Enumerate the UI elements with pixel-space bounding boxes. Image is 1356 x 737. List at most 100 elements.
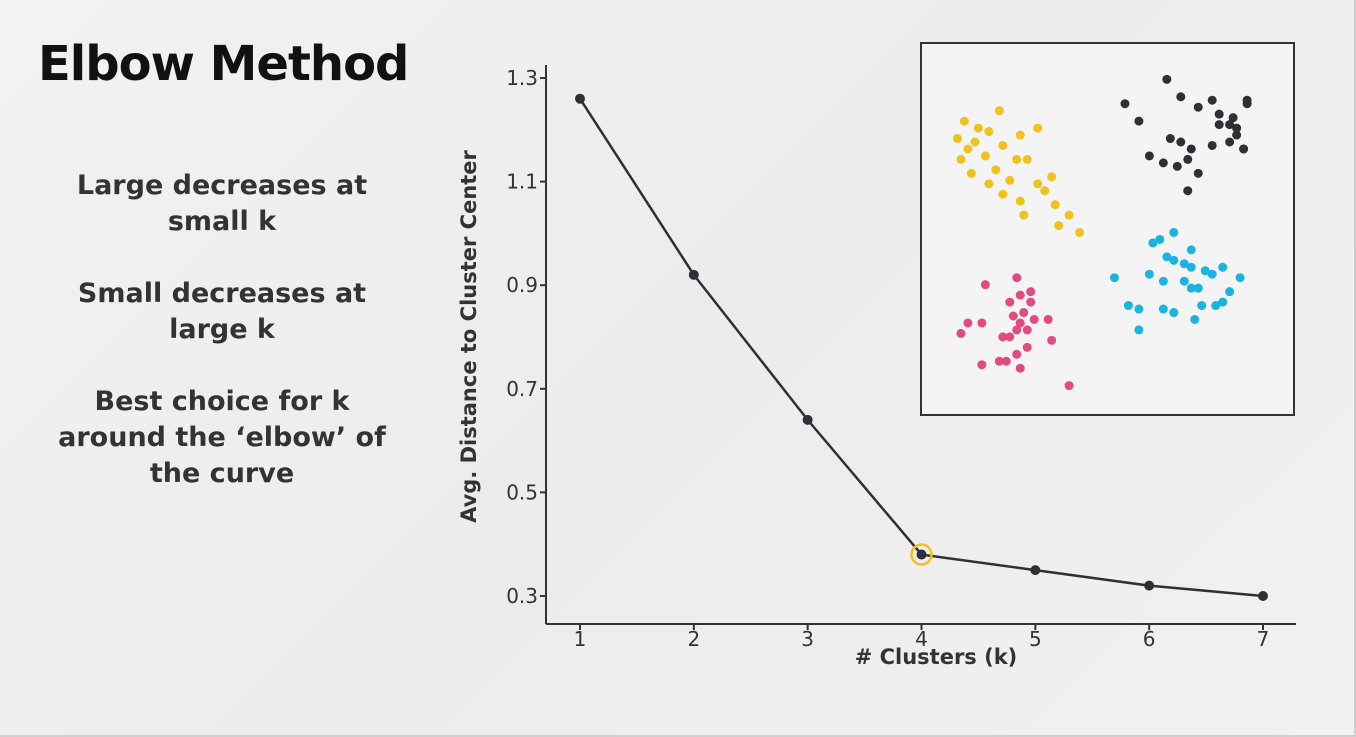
cluster-point (1012, 273, 1022, 283)
cluster-point (1193, 168, 1203, 178)
cluster-point (973, 123, 983, 133)
cluster-point (1158, 304, 1168, 314)
y-tick-label: 0.9 (506, 273, 538, 297)
cluster-point (977, 318, 987, 328)
cluster-point (1144, 269, 1154, 279)
bullet-large-decreases: Large decreases at small k (76, 170, 368, 237)
cluster-point (1012, 349, 1022, 359)
cluster-scatter-inset (920, 42, 1295, 416)
cluster-point (1235, 273, 1245, 283)
cluster-point (1012, 154, 1022, 164)
cluster-point (1015, 363, 1025, 373)
cluster-point (1169, 255, 1179, 265)
y-tick-label: 0.7 (506, 377, 538, 401)
cluster-point (1155, 234, 1165, 244)
cluster-point (1239, 144, 1249, 154)
data-point (802, 414, 813, 425)
cluster-point (1165, 134, 1175, 144)
cluster-point (1214, 109, 1224, 119)
cluster-point (984, 179, 994, 189)
cluster-point (1134, 304, 1144, 314)
cluster-point (1001, 356, 1011, 366)
cluster-point (1179, 276, 1189, 286)
cluster-point (994, 106, 1004, 116)
cluster-point (1176, 92, 1186, 102)
cluster-point (1190, 314, 1200, 324)
cluster-point (1193, 102, 1203, 112)
y-axis-label: Avg. Distance to Cluster Center (457, 149, 481, 522)
cluster-point (977, 360, 987, 370)
cluster-point (1197, 301, 1207, 311)
cluster-point (1064, 381, 1074, 391)
cluster-point (1026, 297, 1036, 307)
cluster-point (1186, 283, 1196, 293)
cluster-point (1183, 186, 1193, 196)
cluster-point (1183, 154, 1193, 164)
cluster-point (1186, 262, 1196, 272)
cluster-point (1033, 123, 1043, 133)
cluster-point (1211, 301, 1221, 311)
x-tick-label: 1 (574, 627, 587, 651)
cluster-point (1232, 123, 1242, 133)
cluster-point (998, 189, 1008, 199)
cluster-point (1162, 252, 1172, 262)
data-point (575, 93, 585, 104)
inset-frame (920, 42, 1295, 416)
cluster-point (1040, 186, 1050, 196)
cluster-point (1015, 196, 1025, 206)
x-tick-label: 7 (1257, 627, 1270, 651)
cluster-point (1242, 99, 1252, 109)
cluster-point (1134, 116, 1144, 126)
cluster-point (966, 168, 976, 178)
cluster-point (963, 144, 973, 154)
cluster-point (1043, 314, 1053, 324)
bullet-small-decreases: Small decreases at large k (77, 278, 367, 345)
cluster-point (1158, 276, 1168, 286)
cluster-point (1015, 130, 1025, 140)
x-tick-label: 3 (801, 627, 814, 651)
cluster-point (1123, 301, 1133, 311)
cluster-point (998, 140, 1008, 150)
cluster-point (980, 151, 990, 161)
cluster-point (991, 165, 1001, 175)
cluster-point (1005, 332, 1015, 342)
cluster-point (994, 356, 1004, 366)
bullet-best-choice: Best choice for k around the ‘elbow’ of … (58, 386, 386, 489)
cluster-point (970, 137, 980, 147)
cluster-point (1109, 273, 1119, 283)
cluster-point (1162, 74, 1172, 84)
cluster-point (1019, 210, 1029, 220)
x-tick-label: 2 (687, 627, 700, 651)
cluster-point (1026, 287, 1036, 297)
cluster-point (1054, 221, 1064, 231)
data-point (1144, 580, 1155, 591)
cluster-point (956, 328, 966, 338)
cluster-point (1047, 335, 1057, 345)
cluster-point (1176, 137, 1186, 147)
cluster-point (998, 332, 1008, 342)
cluster-point (1225, 120, 1235, 130)
chart-series (575, 93, 1268, 601)
cluster-point (1207, 140, 1217, 150)
cluster-point (1225, 287, 1235, 297)
cluster-point (1228, 113, 1238, 123)
x-tick-label: 6 (1143, 627, 1156, 651)
cluster-point (1015, 290, 1025, 300)
cluster-point (1169, 308, 1179, 318)
y-tick-label: 0.5 (506, 480, 538, 504)
y-tick-label: 1.3 (506, 66, 538, 90)
cluster-point (1148, 238, 1158, 248)
data-point (688, 269, 699, 280)
cluster-point (1029, 314, 1039, 324)
cluster-point (1008, 311, 1018, 321)
cluster-point (1050, 200, 1060, 210)
y-tick-label: 1.1 (506, 170, 538, 194)
cluster-point (1047, 172, 1057, 182)
cluster-point (952, 134, 962, 144)
cluster-point (1015, 318, 1025, 328)
cluster-point (1064, 210, 1074, 220)
cluster-point (1134, 325, 1144, 335)
cluster-point (1193, 283, 1203, 293)
elbow-highlight-ring (910, 543, 933, 566)
